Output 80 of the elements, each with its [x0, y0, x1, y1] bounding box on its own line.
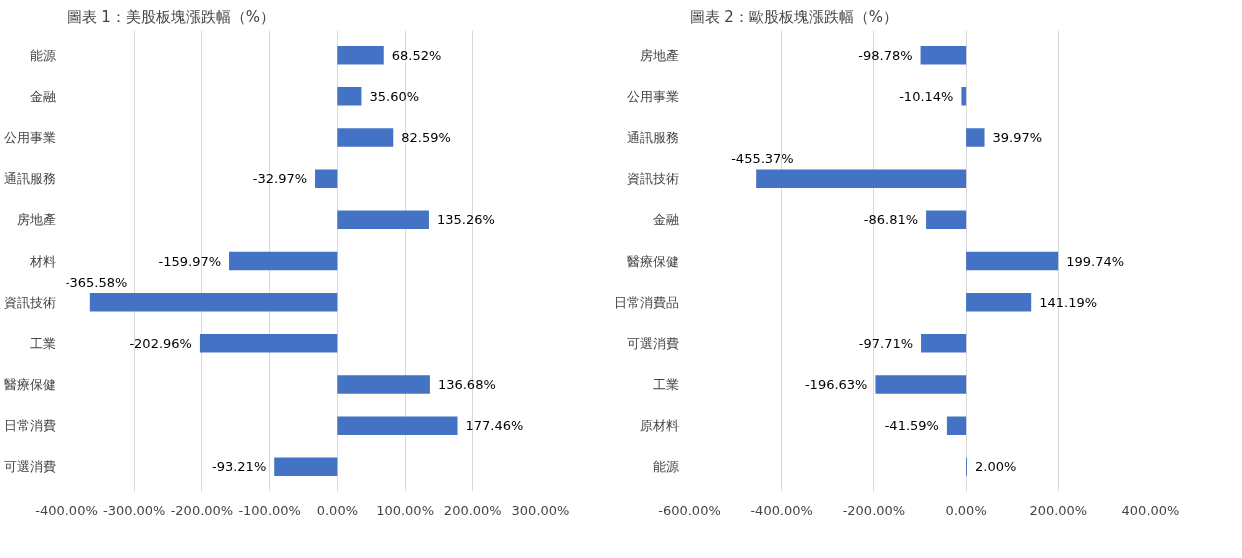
y-tick-label: 原材料: [639, 418, 679, 434]
x-tick-label: 0.00%: [316, 502, 359, 518]
text: -159.97%: [158, 253, 222, 269]
x-tick-label: -300.00%: [102, 502, 166, 518]
y-tick-label: 金融: [652, 212, 679, 228]
text: -41.59%: [884, 418, 939, 434]
x-tick-label: 400.00%: [1121, 502, 1180, 518]
bar: [966, 292, 1032, 312]
y-tick-label: 通訊服務: [3, 171, 56, 187]
x-tick-label: -400.00%: [35, 502, 98, 518]
text: 135.26%: [436, 212, 495, 228]
text: -10.14%: [899, 88, 954, 104]
bar: [337, 375, 430, 394]
chart-title: 圖表 2：歐股板塊漲跌幅（%）: [689, 7, 899, 26]
bar: [89, 292, 338, 312]
y-tick-label: 金融: [29, 88, 56, 104]
bar: [315, 169, 338, 188]
bar: [921, 334, 967, 353]
y-tick-label: 能源: [652, 459, 679, 475]
bar: [337, 45, 384, 65]
bar: [337, 87, 362, 106]
text: 82.59%: [401, 130, 451, 146]
x-tick-label: -200.00%: [170, 502, 234, 518]
bar: [274, 457, 338, 477]
y-tick-label: 房地產: [639, 47, 679, 63]
text: 177.46%: [465, 418, 524, 434]
text: 35.60%: [369, 88, 420, 104]
text: -455.37%: [731, 151, 794, 167]
text: -97.71%: [858, 335, 914, 351]
x-tick-label: 200.00%: [1029, 502, 1088, 518]
bar: [199, 334, 338, 353]
text: -86.81%: [863, 212, 919, 228]
bar: [229, 251, 338, 271]
y-tick-label: 工業: [652, 376, 679, 392]
bar: [337, 128, 394, 147]
bar: [966, 128, 985, 147]
x-tick-label: 300.00%: [511, 502, 570, 518]
bar: [337, 416, 458, 435]
text: -202.96%: [129, 335, 192, 351]
y-tick-label: 材料: [28, 253, 56, 269]
text: -196.63%: [804, 376, 868, 392]
text: 136.68%: [437, 376, 496, 392]
y-tick-label: 能源: [29, 47, 56, 63]
text: -93.21%: [211, 459, 267, 475]
text: -98.78%: [858, 47, 913, 63]
bar: [961, 87, 967, 106]
chart-title: 圖表 1：美股板塊漲跌幅（%）: [66, 7, 276, 26]
y-tick-label: 醫療保健: [626, 253, 679, 269]
y-tick-label: 房地產: [16, 212, 56, 228]
bar: [926, 210, 967, 230]
y-tick-label: 公用事業: [3, 130, 56, 146]
text: 199.74%: [1066, 253, 1125, 269]
x-tick-label: 0.00%: [945, 502, 987, 518]
bar: [946, 416, 967, 435]
bar: [920, 45, 967, 65]
x-tick-label: -100.00%: [238, 502, 301, 518]
x-tick-label: -600.00%: [658, 502, 721, 518]
text: 141.19%: [1039, 294, 1098, 310]
bar: [337, 210, 429, 230]
text: 2.00%: [975, 459, 1017, 475]
text: 68.52%: [391, 47, 442, 63]
y-tick-label: 日常消費: [3, 418, 56, 434]
bar: [875, 375, 967, 394]
y-tick-label: 公用事業: [626, 88, 679, 104]
y-tick-label: 資訊技術: [3, 294, 56, 310]
y-tick-label: 可選消費: [626, 335, 679, 351]
x-tick-label: 100.00%: [376, 502, 434, 518]
y-tick-label: 工業: [29, 335, 56, 351]
x-tick-label: -200.00%: [842, 502, 906, 518]
text: 39.97%: [992, 130, 1043, 146]
y-tick-label: 醫療保健: [3, 376, 56, 392]
x-tick-label: 200.00%: [443, 502, 502, 518]
y-tick-label: 通訊服務: [626, 130, 679, 146]
y-tick-label: 資訊技術: [626, 171, 679, 187]
x-tick-label: -400.00%: [750, 502, 813, 518]
y-tick-label: 日常消費品: [613, 294, 679, 310]
text: -32.97%: [252, 171, 308, 187]
bar: [756, 169, 967, 188]
bar: [966, 251, 1059, 271]
y-tick-label: 可選消費: [3, 459, 56, 475]
